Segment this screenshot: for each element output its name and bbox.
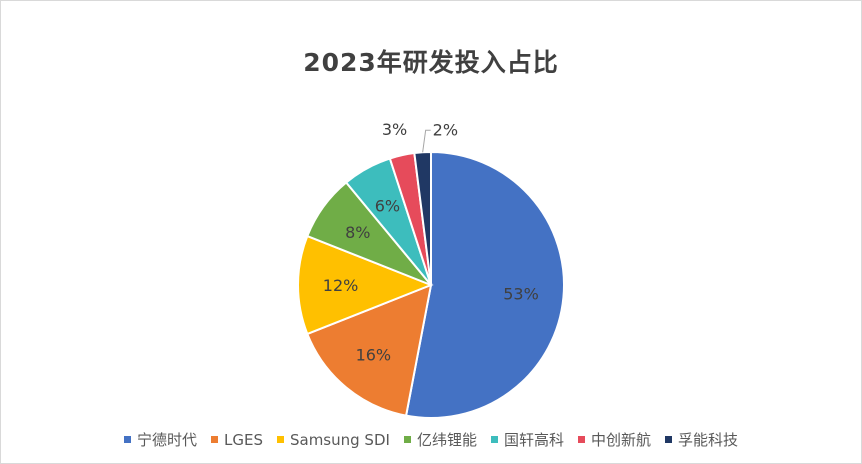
legend-label: 宁德时代 <box>136 431 197 449</box>
pie-slice <box>297 234 434 336</box>
slice-label: 53% <box>503 285 539 304</box>
legend-item: 孚能科技 <box>664 429 738 450</box>
chart-title: 2023年研发投入占比 <box>303 48 559 77</box>
legend-item: 亿纬锂能 <box>403 429 477 450</box>
legend-item: 中创新航 <box>577 429 651 450</box>
slice-label: 3% <box>382 120 407 139</box>
leader-line <box>422 129 431 153</box>
legend-swatch <box>211 436 218 443</box>
legend: 宁德时代 LGES Samsung SDI 亿纬锂能 国轩高科 中创新航 孚能科技 <box>1 429 861 450</box>
pie-slice <box>413 150 432 286</box>
legend-swatch <box>490 436 498 443</box>
slice-label: 2% <box>433 120 458 139</box>
legend-swatch <box>664 436 672 443</box>
legend-item: Samsung SDI <box>276 429 390 450</box>
legend-label: LGES <box>224 430 263 449</box>
legend-label: 亿纬锂能 <box>416 431 477 449</box>
legend-label: Samsung SDI <box>289 430 390 449</box>
legend-swatch <box>276 436 284 443</box>
legend-swatch <box>403 436 411 443</box>
slice-label: 16% <box>356 346 392 365</box>
slice-label: 12% <box>323 276 359 295</box>
slice-label: 6% <box>375 197 400 216</box>
pie-slice <box>404 150 565 419</box>
legend-item: 宁德时代 <box>123 429 197 450</box>
legend-swatch <box>123 436 131 443</box>
pie-slice <box>306 283 433 417</box>
legend-swatch <box>577 436 585 443</box>
legend-label: 中创新航 <box>590 431 651 449</box>
legend-label: 国轩高科 <box>503 431 564 449</box>
slice-label: 8% <box>345 223 370 242</box>
legend-label: 孚能科技 <box>677 431 738 449</box>
legend-item: LGES <box>211 429 263 450</box>
legend-item: 国轩高科 <box>490 429 564 450</box>
